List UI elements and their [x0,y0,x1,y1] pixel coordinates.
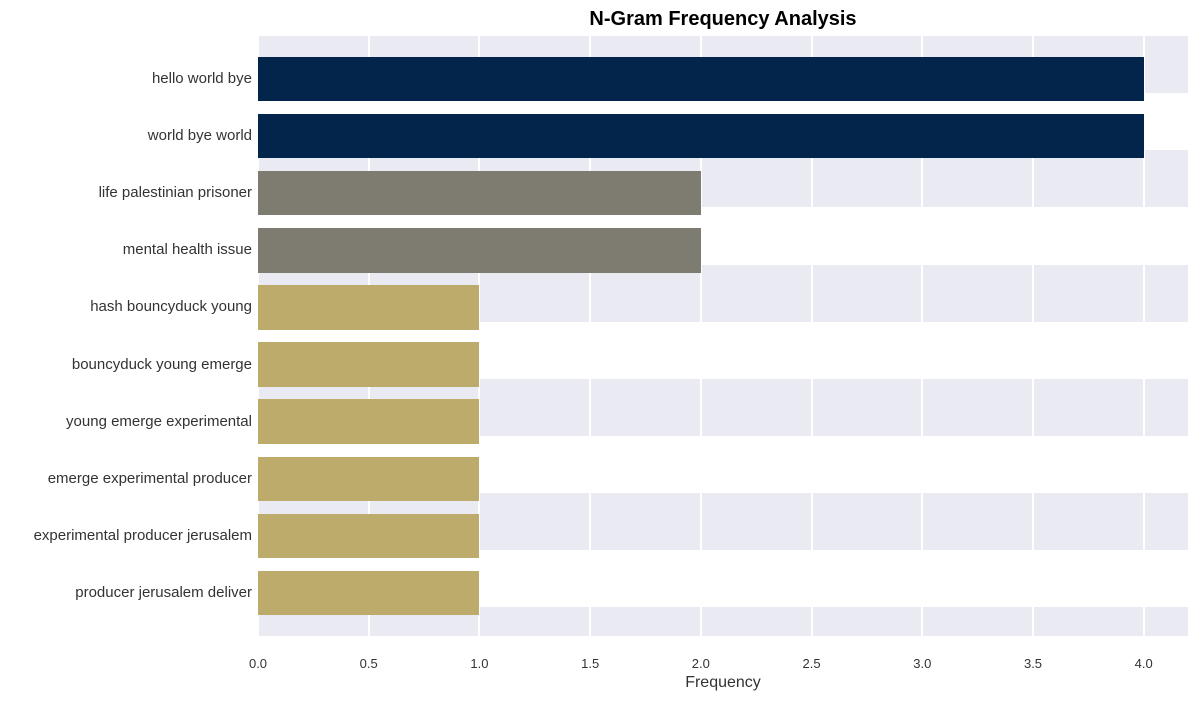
y-tick-label: producer jerusalem deliver [0,584,252,601]
x-tick-label: 2.5 [803,656,821,671]
x-tick-label: 0.0 [249,656,267,671]
bar [258,342,479,387]
bar [258,228,701,273]
y-tick-label: life palestinian prisoner [0,184,252,201]
bars-layer [258,36,1188,636]
x-tick-label: 4.0 [1135,656,1153,671]
x-tick-label: 0.5 [360,656,378,671]
ngram-chart: N-Gram Frequency Analysis hello world by… [0,0,1197,701]
y-tick-label: young emerge experimental [0,413,252,430]
y-tick-label: hash bouncyduck young [0,298,252,315]
x-tick-label: 1.0 [470,656,488,671]
bar [258,114,1144,159]
y-axis-labels: hello world bye world bye world life pales… [0,36,252,636]
x-tick-label: 3.5 [1024,656,1042,671]
bar [258,571,479,616]
x-axis-title: Frequency [258,674,1188,692]
bar [258,285,479,330]
y-tick-label: hello world bye [0,70,252,87]
x-tick-label: 3.0 [913,656,931,671]
x-tick-label: 1.5 [581,656,599,671]
y-tick-label: emerge experimental producer [0,470,252,487]
chart-title: N-Gram Frequency Analysis [258,8,1188,31]
bar [258,457,479,502]
y-tick-label: bouncyduck young emerge [0,356,252,373]
y-tick-label: world bye world [0,127,252,144]
x-tick-label: 2.0 [692,656,710,671]
y-tick-label: experimental producer jerusalem [0,527,252,544]
bar [258,57,1144,102]
bar [258,171,701,216]
bar [258,514,479,559]
y-tick-label: mental health issue [0,241,252,258]
bar [258,399,479,444]
plot-area [258,36,1188,636]
